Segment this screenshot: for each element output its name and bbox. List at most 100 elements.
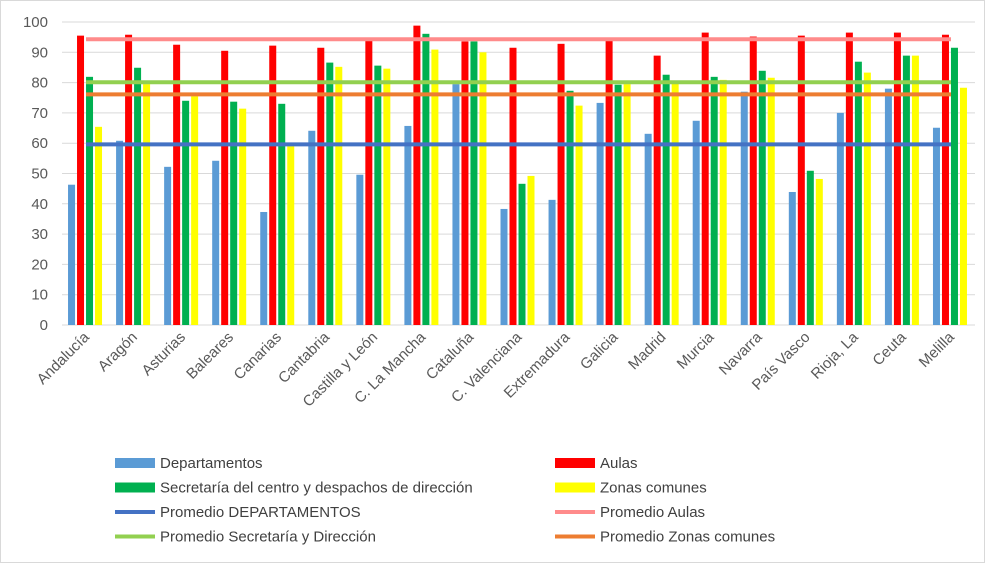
bar-departamentos [884, 88, 892, 325]
bar-departamentos [596, 102, 604, 325]
bar-zonas [815, 178, 823, 325]
bar-secretaría [518, 183, 526, 325]
bar-departamentos [452, 84, 460, 326]
bar-secretaría [710, 76, 718, 325]
bar-secretaría [422, 33, 430, 325]
bar-zonas [671, 83, 679, 326]
bar-zonas [143, 84, 151, 326]
y-tick-label: 90 [31, 44, 48, 61]
bar-aulas [701, 32, 709, 325]
bar-zonas [191, 96, 199, 325]
bar-aulas [557, 43, 565, 325]
bar-secretaría [758, 70, 766, 326]
bar-departamentos [644, 133, 652, 325]
y-tick-label: 10 [31, 287, 48, 304]
bar-zonas [575, 105, 583, 326]
bar-zonas [959, 87, 967, 325]
bar-secretaría [662, 74, 670, 325]
bar-aulas [365, 40, 373, 325]
y-tick-label: 30 [31, 226, 48, 243]
y-tick-label: 60 [31, 135, 48, 152]
bar-secretaría [134, 67, 142, 326]
y-tick-label: 100 [23, 14, 48, 31]
bar-aulas [317, 47, 325, 325]
bar-secretaría [950, 47, 958, 325]
legend-label: Zonas comunes [600, 480, 707, 497]
legend-label: Promedio Zonas comunes [600, 529, 775, 546]
bar-zonas [239, 108, 247, 326]
legend-swatch [555, 534, 595, 539]
bar-zonas [335, 66, 343, 326]
bar-aulas [509, 47, 517, 325]
bar-aulas [605, 40, 613, 325]
legend-swatch [555, 510, 595, 514]
legend-swatch [115, 482, 155, 493]
bar-departamentos [788, 191, 796, 325]
legend-label: Departamentos [160, 455, 263, 472]
bar-secretaría [230, 101, 238, 326]
bar-departamentos [692, 120, 700, 325]
y-tick-label: 20 [31, 256, 48, 273]
bar-departamentos [740, 91, 748, 325]
legend-swatch [555, 458, 595, 468]
bar-departamentos [308, 130, 316, 325]
bar-zonas [431, 49, 439, 325]
y-tick-label: 0 [40, 317, 48, 334]
bar-secretaría [470, 41, 478, 325]
bar-departamentos [932, 127, 940, 325]
bar-secretaría [278, 103, 286, 325]
bar-zonas [95, 126, 103, 325]
bar-aulas [893, 32, 901, 325]
bar-zonas [527, 175, 535, 325]
bar-secretaría [86, 76, 94, 325]
bar-departamentos [68, 184, 76, 325]
bar-secretaría [806, 170, 814, 325]
bar-secretaría [854, 61, 862, 326]
bar-zonas [911, 55, 919, 326]
bar-departamentos [548, 199, 556, 325]
legend-label: Aulas [600, 455, 638, 472]
y-tick-label: 70 [31, 105, 48, 122]
y-tick-label: 50 [31, 166, 48, 183]
bar-secretaría [182, 100, 190, 325]
bar-aulas [413, 25, 421, 326]
bar-departamentos [404, 125, 412, 325]
bar-zonas [479, 52, 487, 326]
bar-departamentos [212, 160, 220, 325]
bar-aulas [461, 41, 469, 325]
legend-swatch [555, 482, 595, 493]
bar-aulas [269, 45, 277, 325]
legend-label: Promedio Secretaría y Dirección [160, 529, 376, 546]
bar-aulas [77, 35, 85, 325]
bar-zonas [863, 72, 871, 325]
bar-departamentos [260, 211, 268, 325]
legend-swatch [115, 510, 155, 514]
bar-secretaría [374, 65, 382, 325]
bar-aulas [653, 55, 661, 326]
legend-label: Promedio Aulas [600, 504, 705, 521]
bar-zonas [767, 77, 775, 325]
bar-departamentos [500, 208, 508, 325]
legend-label: Secretaría del centro y despachos de dir… [160, 480, 473, 497]
bar-aulas [173, 44, 181, 325]
bar-zonas [623, 84, 631, 326]
bar-departamentos [836, 112, 844, 326]
legend-swatch [115, 458, 155, 468]
legend-label: Promedio DEPARTAMENTOS [160, 504, 361, 521]
bar-aulas [221, 50, 229, 325]
y-tick-label: 40 [31, 196, 48, 213]
bar-aulas [845, 32, 853, 325]
bar-departamentos [164, 166, 172, 325]
bar-secretaría [902, 55, 910, 326]
bar-aulas [941, 34, 949, 325]
bar-zonas [719, 79, 727, 325]
bar-secretaría [566, 90, 574, 325]
bar-secretaría [614, 84, 622, 325]
bar-departamentos [356, 174, 364, 325]
bar-aulas [797, 35, 805, 325]
bar-zonas [383, 68, 391, 326]
bar-aulas [125, 34, 133, 325]
bar-departamentos [116, 140, 124, 325]
y-tick-label: 80 [31, 75, 48, 92]
